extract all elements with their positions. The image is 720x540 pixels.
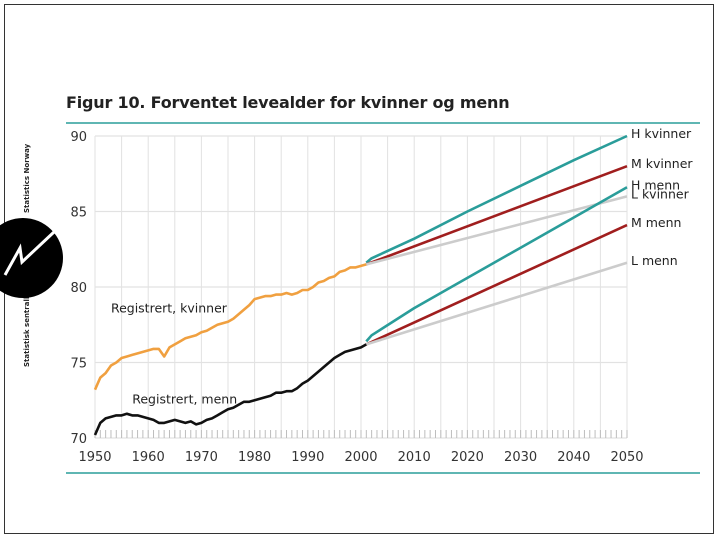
ssb-logo-icon (0, 218, 63, 298)
x-tick-label: 1960 (132, 450, 165, 465)
x-tick-label: 1970 (185, 450, 218, 465)
series-line-l-menn (365, 261, 628, 346)
minor-ticks (94, 430, 628, 438)
y-tick-label: 80 (70, 281, 87, 296)
series-line-registrert-menn (93, 343, 367, 436)
x-tick-label: 2000 (344, 450, 377, 465)
series-line-l-kvinner (365, 195, 628, 266)
y-tick-label: 70 (70, 432, 87, 447)
series-end-label: L menn (631, 253, 678, 268)
series-line-h-menn (365, 186, 628, 343)
x-tick-label: 2050 (610, 450, 643, 465)
axes: 1950 1960 1970 1980 1990 2000 2010 2020 2030 2040… (70, 130, 643, 465)
x-tick-label: 2020 (451, 450, 484, 465)
series-end-label: L kvinner (631, 186, 690, 201)
x-tick-label: 2040 (557, 450, 590, 465)
series-end-label: H kvinner (631, 126, 692, 141)
annotation-label: Registrert, kvinner (111, 301, 228, 316)
x-tick-label: 2010 (398, 450, 431, 465)
series-end-label: M kvinner (631, 156, 693, 171)
series-line-registrert-kvinner (93, 263, 367, 391)
x-tick-label: 1980 (238, 450, 271, 465)
annotation-label: Registrert, menn (132, 391, 237, 406)
y-tick-label: 85 (70, 206, 87, 221)
x-tick-label: 2030 (504, 450, 537, 465)
y-tick-label: 75 (70, 357, 87, 372)
series-end-label: M menn (631, 215, 681, 230)
series-line-m-menn (365, 223, 628, 346)
series-lines (93, 134, 628, 436)
y-tick-label: 90 (70, 130, 87, 145)
x-tick-label: 1950 (78, 450, 111, 465)
chart-title: Figur 10. Forventet levealder for kvinne… (66, 93, 510, 112)
grid (94, 135, 628, 439)
series-line-m-kvinner (365, 164, 628, 266)
series-line-h-kvinner (365, 134, 628, 264)
series-end-label: H menn (631, 177, 680, 192)
x-tick-label: 1990 (291, 450, 324, 465)
